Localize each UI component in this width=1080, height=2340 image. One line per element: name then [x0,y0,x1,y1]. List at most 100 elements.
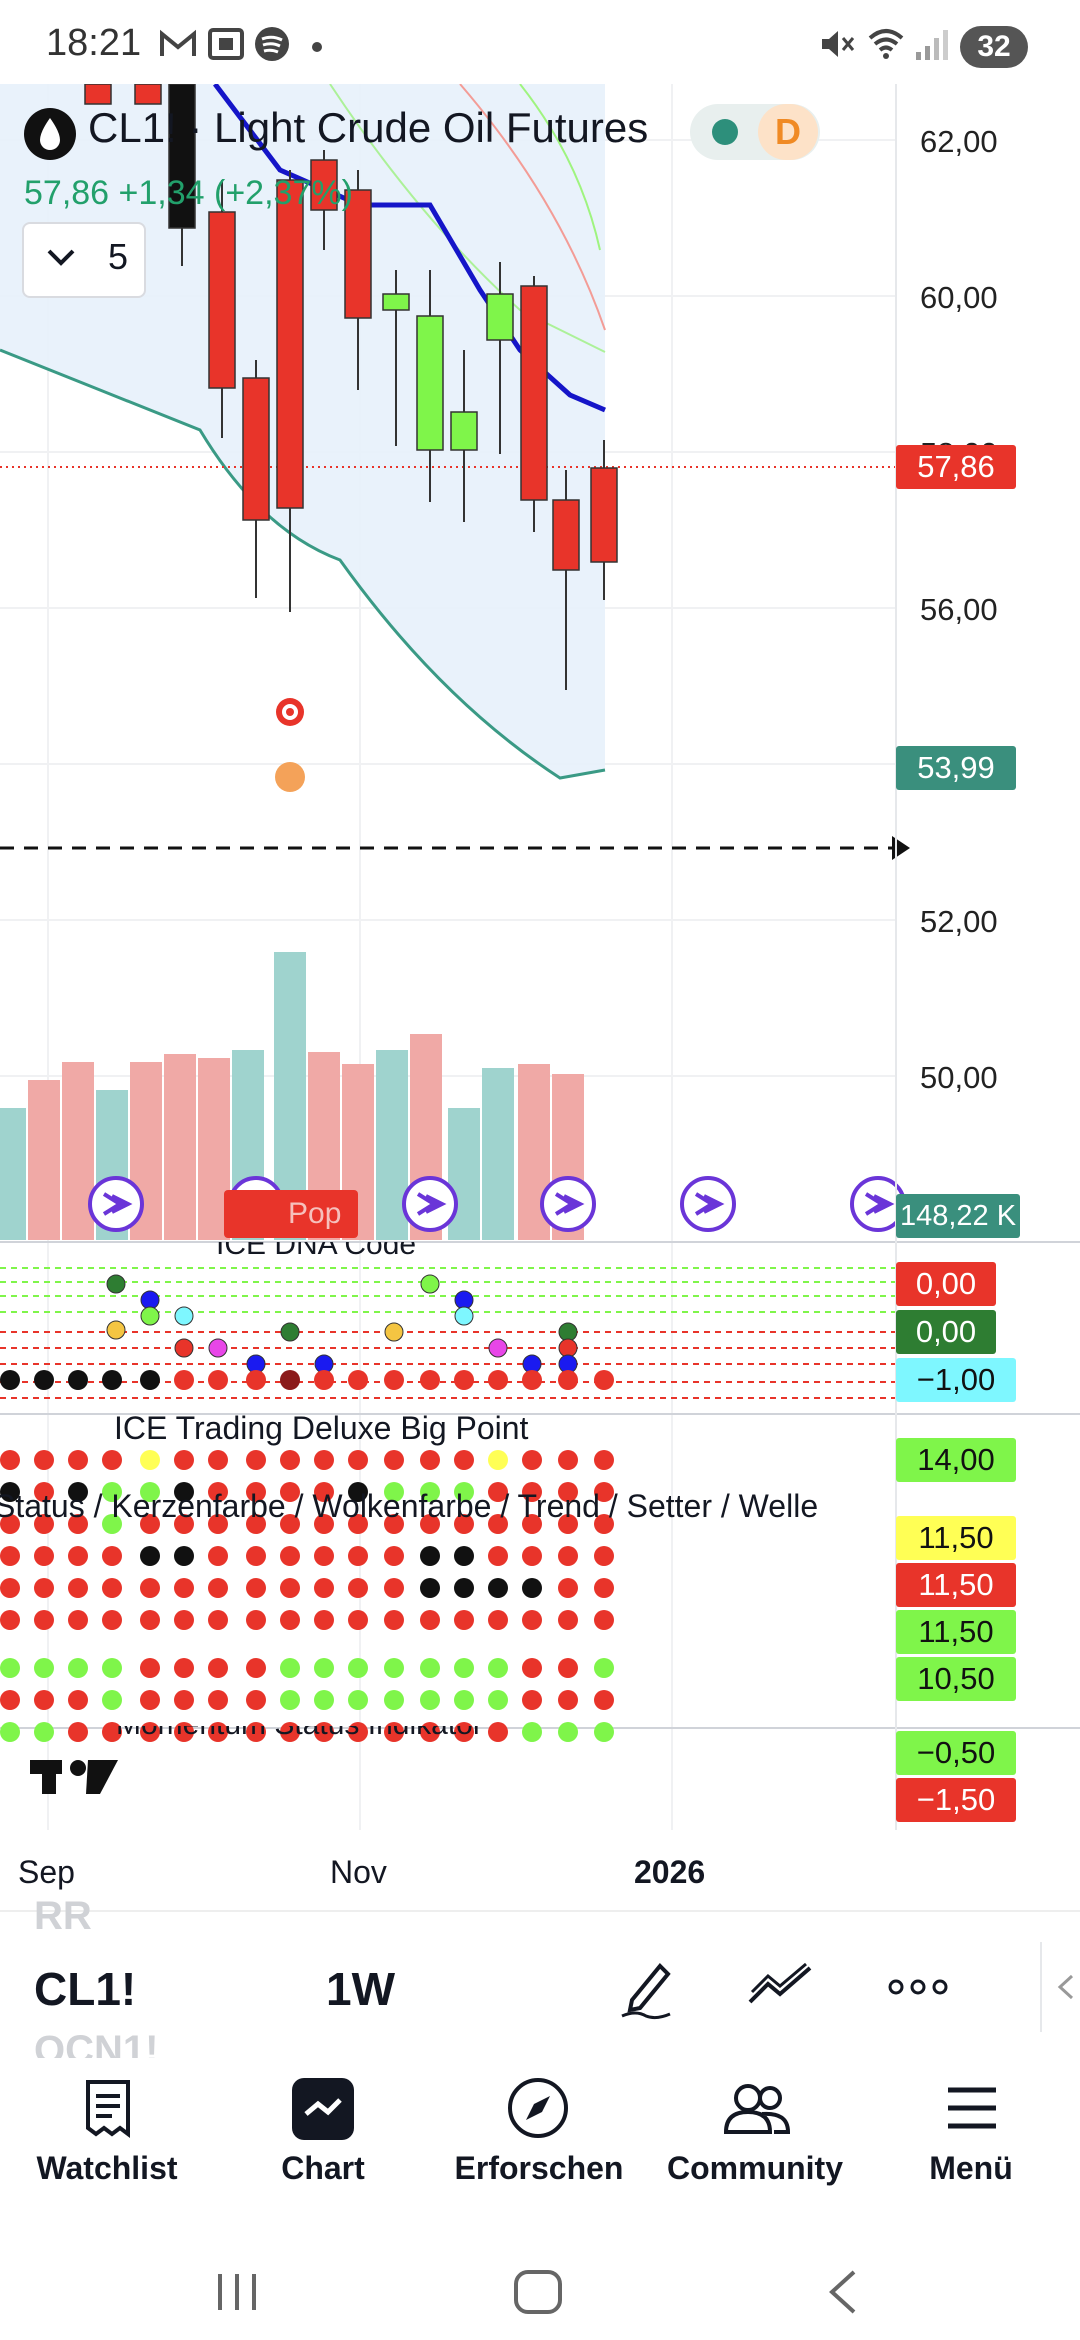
status-dot [102,1450,122,1470]
symbol-title[interactable]: CL1! · Light Crude Oil Futures [88,104,649,151]
chart-icon[interactable] [292,2078,354,2140]
dna-dots [106,1274,578,1390]
status-indicator-title[interactable]: Status / Kerzenfarbe / Wolkenfarbe / Tre… [0,1488,819,1524]
current-symbol[interactable]: CL1! [34,1963,137,2015]
home-icon[interactable] [512,2268,564,2316]
status-dot [140,1514,160,1534]
status-dot [522,1658,542,1678]
nav-explore[interactable]: Erforschen [454,2150,624,2186]
status-dot [34,1690,54,1710]
status-dot [594,1514,614,1534]
data-delay-badge[interactable]: D [758,104,818,160]
recent-apps-icon[interactable] [214,2270,260,2314]
status-dot [454,1450,474,1470]
status-dot [280,1690,300,1710]
next-symbol[interactable]: QCN1! [34,2028,159,2058]
status-dot [140,1370,160,1390]
status-dot [522,1578,542,1598]
status-dot [594,1546,614,1566]
dna-dot [558,1338,578,1358]
status-dot [348,1722,368,1742]
compass-icon[interactable] [506,2076,570,2140]
nav-community[interactable]: Community [667,2150,843,2186]
indicator-tag: −0,50 [896,1731,1016,1775]
status-dot [34,1482,54,1502]
status-dot [384,1482,404,1502]
pop-label[interactable]: Pop [224,1190,358,1238]
status-dot [558,1450,578,1470]
pencil-icon[interactable] [616,1952,676,2022]
status-dot [208,1578,228,1598]
more-options-icon[interactable] [886,1972,950,2002]
chart-canvas[interactable]: 62,00 60,00 58,00 56,00 52,00 50,00 57,8… [0,84,1080,1840]
back-icon[interactable] [822,2268,862,2316]
nav-watchlist[interactable]: Watchlist [36,2150,178,2186]
status-dot [208,1546,228,1566]
prev-symbol[interactable]: RR [34,1894,92,1938]
flash-signal-icon [88,1176,144,1232]
collapse-legend-button[interactable] [22,222,146,298]
dna-indicator-title[interactable]: ICE DNA Code [216,1228,417,1261]
status-dot [594,1482,614,1502]
status-dot [102,1546,122,1566]
dna-dot [106,1320,126,1340]
status-dot [34,1514,54,1534]
watchlist-icon[interactable] [80,2078,136,2138]
chevron-left-icon[interactable] [1054,1972,1078,2002]
status-dot [454,1722,474,1742]
status-dot [34,1658,54,1678]
status-dot [384,1450,404,1470]
status-dot [384,1578,404,1598]
status-dot [522,1722,542,1742]
menu-icon[interactable] [944,2084,1000,2132]
status-dot [348,1482,368,1502]
status-dot [0,1450,20,1470]
status-dot [102,1610,122,1630]
status-dot [208,1514,228,1534]
status-dot [280,1546,300,1566]
status-dot [454,1658,474,1678]
orange-marker [275,762,305,792]
status-dot [314,1546,334,1566]
status-dot [454,1482,474,1502]
status-dot [488,1610,508,1630]
status-dot [174,1690,194,1710]
candle-body [168,84,196,229]
signal-icon [916,30,948,60]
status-dot [420,1450,440,1470]
volume-bar [482,1068,514,1240]
candlesticks[interactable] [84,84,618,690]
status-dot [174,1610,194,1630]
candle-body [208,211,236,389]
community-icon[interactable] [722,2080,792,2136]
status-dot [488,1690,508,1710]
status-dot [140,1690,160,1710]
status-dot [174,1450,194,1470]
dna-dot [454,1306,474,1326]
last-price-tag: 57,86 [896,445,1016,489]
nav-chart[interactable]: Chart [281,2150,365,2186]
chart-svg[interactable] [0,84,1080,1840]
status-dot [0,1514,20,1534]
status-dot [488,1658,508,1678]
drawing-tools-icon[interactable] [746,1962,816,2012]
status-dot [314,1370,334,1390]
status-dot [246,1514,266,1534]
status-dot [280,1514,300,1534]
indicator-tag: 11,50 [896,1610,1016,1654]
candle-body [450,411,478,451]
status-dot [140,1450,160,1470]
dna-dot [454,1290,474,1310]
indicator-tag: −1,50 [896,1778,1016,1822]
status-dot [34,1546,54,1566]
status-dot [314,1578,334,1598]
nav-menu[interactable]: Menü [929,2150,1013,2186]
timeframe-button[interactable]: 1W [326,1963,395,2015]
status-dot [174,1578,194,1598]
status-dot [314,1450,334,1470]
bigpoint-indicator-title[interactable]: ICE Trading Deluxe Big Point [114,1410,529,1446]
status-dot [420,1546,440,1566]
momentum-indicator-title[interactable]: Momentum Status Indikator [116,1708,483,1741]
status-dot [348,1450,368,1470]
price-axis-label: 52,00 [920,904,998,939]
